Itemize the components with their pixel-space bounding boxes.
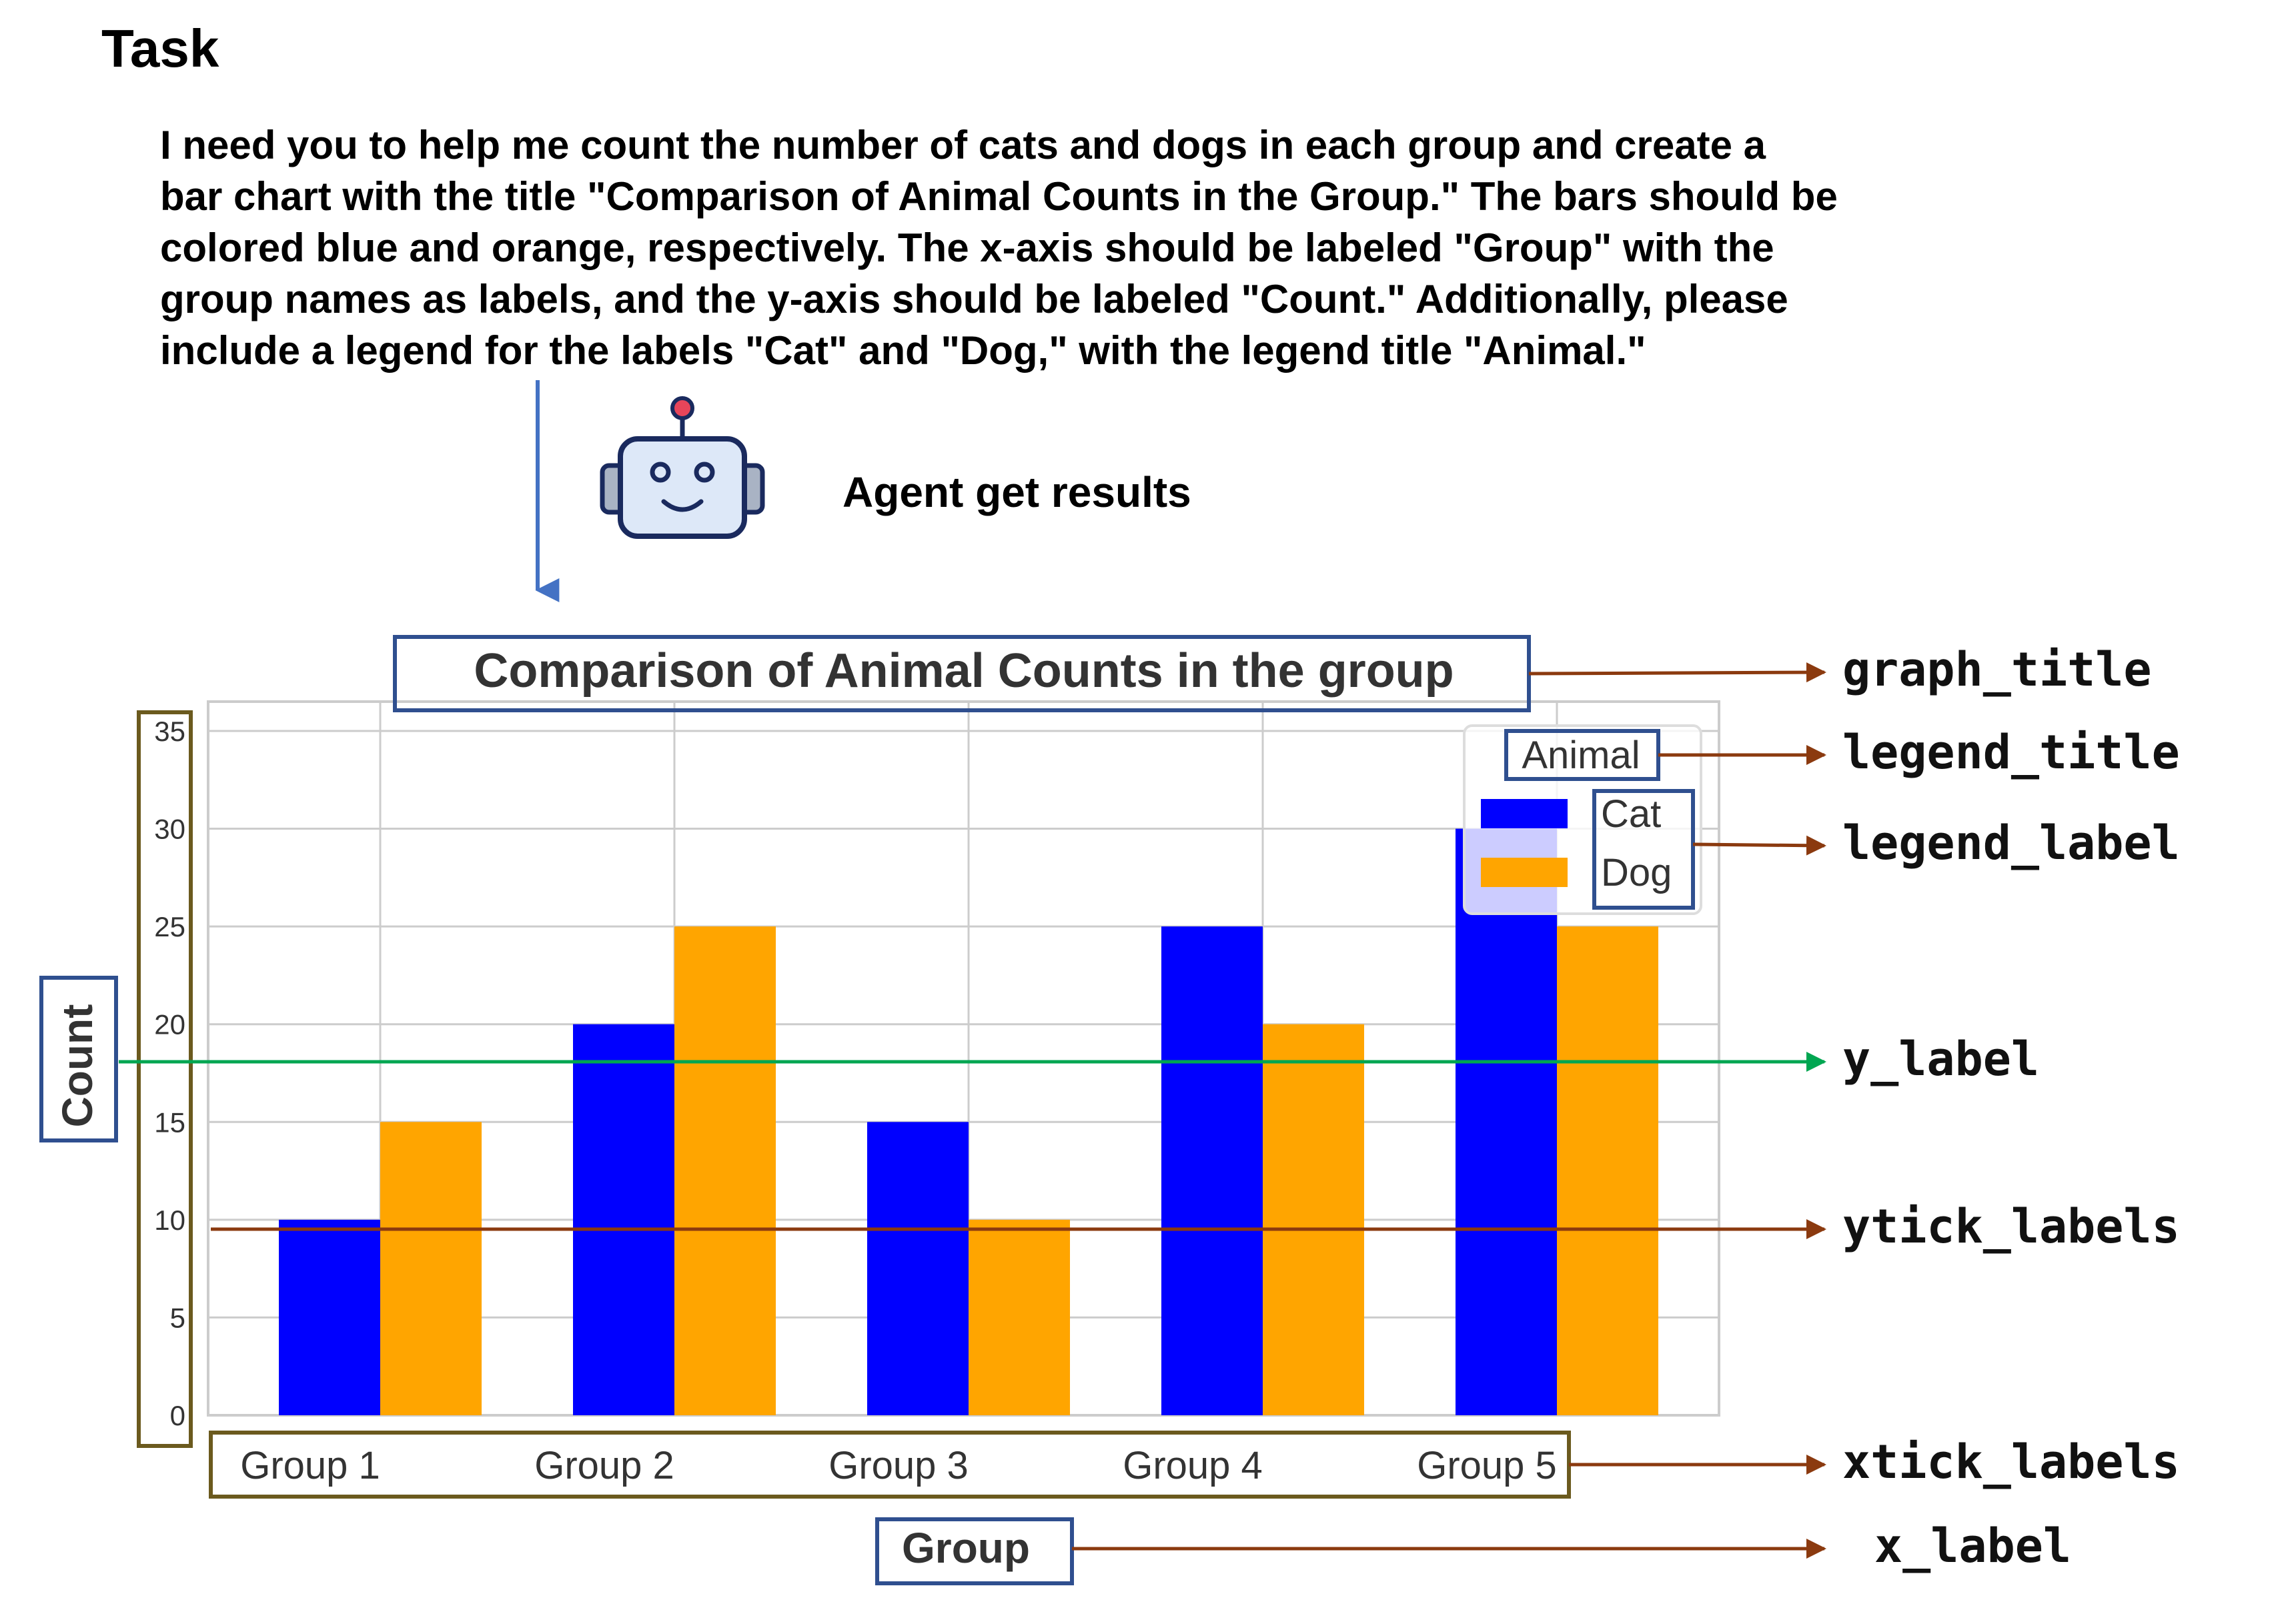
ytick-label: 15 xyxy=(154,1106,185,1138)
frame-y-label xyxy=(39,976,118,1142)
bars xyxy=(279,828,1658,1415)
ytick-label: 0 xyxy=(170,1400,185,1431)
bar-cat xyxy=(1456,828,1557,1415)
agent-caption: Agent get results xyxy=(842,468,1191,516)
xtick-label: Group 1 xyxy=(240,1444,380,1487)
bar-cat xyxy=(1161,926,1263,1415)
y-axis-label: Count xyxy=(53,1004,101,1128)
xtick-label: Group 3 xyxy=(828,1444,969,1487)
task-heading: Task xyxy=(101,19,219,78)
bar-dog xyxy=(969,1219,1070,1415)
frame-x-label xyxy=(875,1517,1074,1585)
annotation-labels: graph_title legend_title legend_label y_… xyxy=(1842,642,2180,1573)
task-description: I need you to help me count the number o… xyxy=(160,123,1838,373)
annotation-y-label: y_label xyxy=(1842,1032,2039,1086)
ytick-label: 35 xyxy=(154,716,185,747)
ytick-label: 5 xyxy=(170,1302,185,1333)
ytick-label: 20 xyxy=(154,1009,185,1040)
legend-label-dog: Dog xyxy=(1601,851,1672,894)
bar-cat xyxy=(573,1024,674,1415)
ytick-labels: 0 5 10 15 20 25 30 35 xyxy=(154,716,185,1431)
legend: Animal Cat Dog xyxy=(1463,724,1702,915)
task-line: bar chart with the title "Comparison of … xyxy=(160,174,1838,219)
legend-label-cat: Cat xyxy=(1601,792,1661,836)
legend-title: Animal xyxy=(1522,734,1640,777)
chart-title: Comparison of Animal Counts in the group xyxy=(474,644,1454,698)
annotation-x-label: x_label xyxy=(1874,1519,2071,1573)
task-line: colored blue and orange, respectively. T… xyxy=(160,225,1774,270)
xtick-label: Group 5 xyxy=(1417,1444,1557,1487)
bar-dog xyxy=(380,1122,482,1415)
robot-icon xyxy=(600,396,765,539)
x-axis-label: Group xyxy=(902,1524,1030,1572)
task-line: include a legend for the labels "Cat" an… xyxy=(160,328,1646,373)
arrow-legend-label xyxy=(1692,835,1826,856)
bar-dog xyxy=(674,926,776,1415)
frame-legend-label xyxy=(1592,789,1695,910)
annotation-legend-label: legend_label xyxy=(1842,816,2180,870)
annotation-xtick-labels: xtick_labels xyxy=(1842,1435,2180,1489)
task-line: group names as labels, and the y-axis sh… xyxy=(160,277,1788,321)
legend-swatch-dog xyxy=(1481,858,1568,887)
bar-dog xyxy=(1263,1024,1364,1415)
frame-ytick-labels xyxy=(137,710,193,1448)
ytick-label: 30 xyxy=(154,814,185,845)
task-line: I need you to help me count the number o… xyxy=(160,123,1766,167)
bar-cat xyxy=(279,1219,380,1415)
bar-dog xyxy=(1557,926,1658,1415)
xtick-label: Group 2 xyxy=(534,1444,674,1487)
ytick-label: 25 xyxy=(154,911,185,942)
ytick-label: 10 xyxy=(154,1204,185,1236)
annotation-graph-title: graph_title xyxy=(1842,642,2152,697)
xtick-labels: Group 1 Group 2 Group 3 Group 4 Group 5 xyxy=(240,1444,1557,1487)
annotation-ytick-labels: ytick_labels xyxy=(1842,1199,2180,1254)
legend-swatch-cat xyxy=(1481,799,1568,828)
arrow-graph-title xyxy=(1528,662,1826,683)
xtick-label: Group 4 xyxy=(1123,1444,1263,1487)
annotation-legend-title: legend_title xyxy=(1842,725,2180,780)
bar-cat xyxy=(867,1122,969,1415)
annotation-arrows xyxy=(119,662,1826,1559)
